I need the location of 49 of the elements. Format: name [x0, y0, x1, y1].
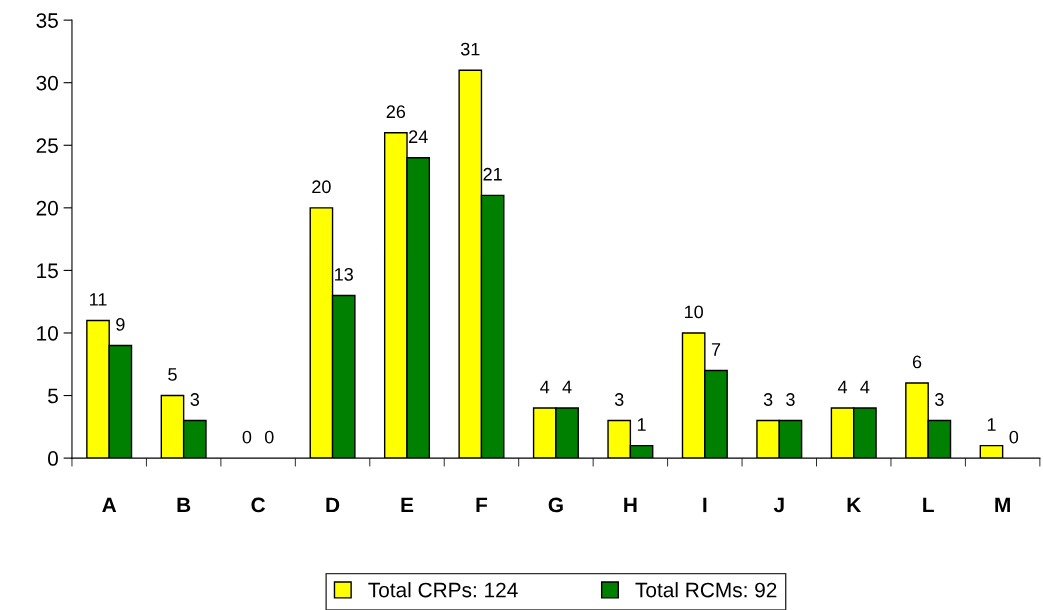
x-tick-label: A: [102, 497, 117, 513]
x-tick-label: E: [401, 497, 414, 513]
data-label: 0: [1009, 430, 1019, 444]
x-tick-label: F: [476, 497, 488, 513]
x-tick-label: D: [326, 497, 340, 513]
data-label: 4: [837, 380, 848, 394]
y-tick-label: 0: [48, 451, 58, 466]
x-tick-label: J: [773, 497, 784, 513]
y-tick-label: 20: [36, 200, 58, 216]
y-tick-label: 5: [48, 388, 58, 404]
data-label: 4: [562, 380, 572, 394]
data-label: 3: [614, 393, 624, 406]
data-label: 5: [168, 368, 177, 381]
y-tick-label: 25: [36, 138, 58, 154]
data-label: 21: [483, 167, 502, 181]
x-tick-label: L: [923, 497, 934, 513]
data-label: 31: [460, 42, 480, 56]
data-label: 4: [860, 380, 870, 394]
x-tick-label: G: [548, 497, 563, 513]
legend-label: Total RCMs: 92: [635, 582, 777, 598]
data-label: 6: [912, 355, 922, 369]
data-label: 3: [763, 393, 773, 406]
x-tick-label: M: [995, 497, 1010, 513]
data-label: 26: [386, 105, 406, 119]
data-label: 3: [786, 393, 795, 406]
y-tick-label: 35: [36, 13, 58, 28]
x-tick-label: K: [847, 497, 862, 513]
data-label: 11: [90, 293, 107, 306]
data-label: 4: [540, 380, 550, 394]
data-label: 20: [312, 180, 331, 194]
x-tick-label: C: [251, 497, 266, 513]
legend-label: Total CRPs: 124: [368, 582, 518, 598]
data-label: 7: [711, 343, 721, 356]
y-tick-label: 30: [36, 75, 58, 91]
data-label: 10: [685, 305, 703, 319]
data-label: 3: [190, 393, 200, 406]
data-label: 0: [242, 430, 252, 444]
x-tick-label: H: [624, 497, 637, 513]
y-tick-label: 15: [37, 263, 58, 279]
y-tick-label: 10: [37, 325, 58, 341]
data-label: 3: [935, 393, 944, 406]
x-tick-label: B: [177, 497, 191, 513]
data-label: 1: [637, 418, 646, 431]
data-label: 0: [264, 430, 274, 444]
data-label: 9: [116, 318, 125, 331]
x-tick-label: I: [703, 497, 707, 513]
data-label: 13: [335, 267, 353, 281]
data-label: 1: [987, 418, 996, 431]
data-label: 24: [409, 130, 428, 143]
